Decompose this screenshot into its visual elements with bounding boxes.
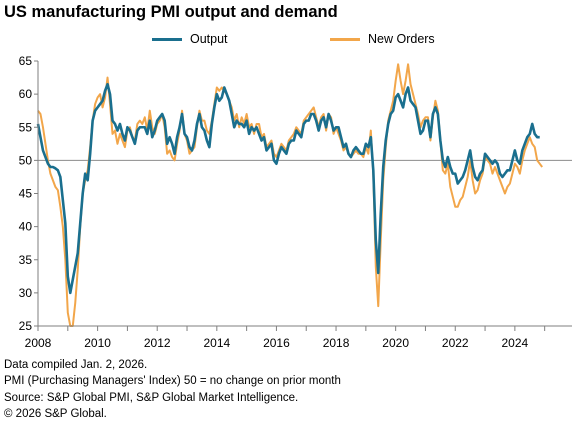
y-tick-label: 55 — [19, 120, 33, 134]
page-title: US manufacturing PMI output and demand — [4, 3, 338, 21]
legend-label-output: Output — [190, 32, 228, 46]
footnote-source: Source: S&P Global PMI, S&P Global Marke… — [4, 391, 299, 404]
y-tick-label: 35 — [19, 253, 33, 267]
y-tick-label: 40 — [19, 220, 33, 234]
x-tick-label: 2016 — [263, 336, 290, 350]
series-line-new-orders — [37, 63, 543, 327]
y-tick-label: 25 — [19, 319, 33, 333]
x-tick-label: 2022 — [442, 336, 469, 350]
legend-swatch-new-orders — [330, 37, 360, 41]
x-tick-label: 2012 — [144, 336, 171, 350]
x-tick-label: 2010 — [84, 336, 111, 350]
footnote-definition: PMI (Purchasing Managers' Index) 50 = no… — [4, 375, 341, 388]
x-tick-label: 2014 — [203, 336, 230, 350]
x-tick-label: 2024 — [502, 336, 529, 350]
footnote-date: Data compiled Jan. 2, 2026. — [4, 359, 148, 371]
y-tick-label: 30 — [19, 286, 33, 300]
y-tick-label: 45 — [19, 187, 33, 201]
legend-item-output: Output — [152, 32, 228, 46]
x-tick-label: 2020 — [382, 336, 409, 350]
y-tick-label: 50 — [19, 153, 33, 167]
legend-swatch-output — [152, 37, 182, 41]
chart-legend: Output New Orders — [0, 32, 582, 50]
legend-label-new-orders: New Orders — [368, 32, 435, 46]
y-axis: 25 30 35 40 45 50 55 60 65 — [19, 54, 38, 333]
legend-item-new-orders: New Orders — [330, 32, 435, 46]
x-axis: 2008 2010 2012 2014 2016 2018 2020 2022 2024 — [25, 326, 546, 350]
footnote-copyright: © 2026 S&P Global. — [4, 408, 107, 421]
x-tick-label: 2018 — [323, 336, 350, 350]
series-line-output — [36, 82, 540, 295]
y-tick-label: 65 — [19, 54, 33, 68]
footnotes: Data compiled Jan. 2, 2026. PMI (Purchas… — [4, 357, 341, 423]
y-tick-label: 60 — [19, 87, 33, 101]
x-tick-label: 2008 — [25, 336, 52, 350]
